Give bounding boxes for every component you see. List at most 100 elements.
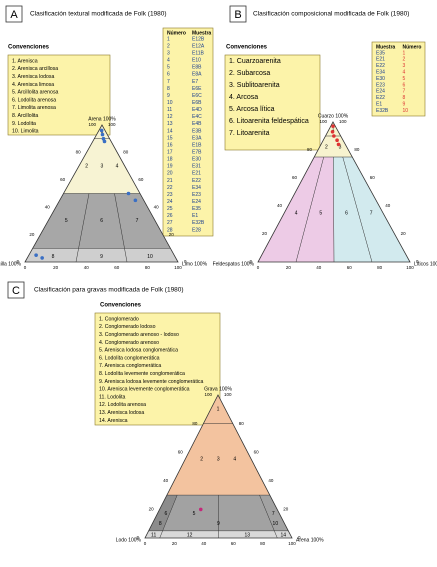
region-number: 5	[319, 210, 322, 216]
sample-point	[331, 130, 335, 134]
tick-label: 20	[172, 541, 178, 546]
table-cell: 26	[167, 213, 173, 219]
region-number: 5	[65, 218, 68, 224]
tick-label: 100	[339, 119, 347, 124]
table-cell: E12B	[192, 36, 205, 42]
tick-label: 40	[268, 478, 274, 483]
region-number: 2	[85, 163, 88, 169]
corner-label: Arena 100%	[296, 537, 324, 543]
tick-label: 0	[24, 265, 27, 270]
table-cell: E1	[376, 102, 382, 108]
legend-item: 14. Arenisca	[99, 418, 128, 424]
tick-label: 80	[123, 150, 129, 155]
table-cell: E31	[192, 164, 201, 170]
region-number: 5	[193, 511, 196, 517]
legend-item: 13. Arenisca lodosa	[99, 410, 144, 416]
table-cell: E34	[376, 70, 385, 76]
sample-point	[337, 143, 341, 147]
tick-label: 60	[292, 175, 298, 180]
table-cell: 7	[167, 79, 170, 85]
tick-label: 60	[114, 265, 120, 270]
tick-label: 20	[286, 265, 292, 270]
table-cell: 2	[167, 43, 170, 49]
region-number: 1	[217, 407, 220, 413]
table-cell: 20	[167, 171, 173, 177]
table-cell: E21	[192, 171, 201, 177]
table-cell: 5	[403, 76, 406, 82]
tick-label: 80	[192, 421, 198, 426]
table-cell: 4	[167, 58, 170, 64]
table-cell: 9	[167, 93, 170, 99]
table-cell: E8B	[192, 65, 202, 71]
legend-item: 5. Arenisca lodosa conglomerática	[99, 348, 178, 354]
region-number: 6	[100, 218, 103, 224]
conventions-title: Convenciones	[100, 303, 142, 309]
sample-point	[100, 129, 104, 133]
table-cell: 1	[167, 36, 170, 42]
region-number: 4	[233, 457, 236, 463]
tick-label: 20	[283, 507, 289, 512]
legend-item: 4. Arenisca limosa	[12, 82, 54, 88]
tick-label: 20	[401, 231, 407, 236]
legend-item: 3. Arenisca lodosa	[12, 74, 55, 80]
tick-label: 40	[84, 265, 90, 270]
legend-item: 2. Subarcosa	[229, 70, 270, 77]
table-cell: E6B	[192, 100, 202, 106]
table-cell: 12	[167, 114, 173, 120]
table-cell: E35	[376, 50, 385, 56]
table-cell: 21	[167, 178, 173, 184]
panel-letter: B	[234, 9, 241, 21]
region-number: 10	[273, 521, 279, 527]
legend-item: 6. Litoarenita feldespática	[229, 118, 309, 125]
legend-item: 5. Arcillolita arenosa	[12, 90, 59, 96]
region-number: 11	[151, 532, 156, 538]
region-number: 4	[116, 163, 119, 169]
table-cell: E30	[192, 157, 201, 163]
table-cell: 11	[167, 107, 172, 113]
table-cell: E1	[192, 213, 198, 219]
table-cell: E11B	[192, 50, 205, 56]
legend-item: 4. Conglomerado arenoso	[99, 340, 159, 346]
table-cell: E24	[376, 89, 385, 95]
region-number: 3	[100, 163, 103, 169]
tick-label: 60	[370, 175, 376, 180]
legend-item: 9. Lodolita	[12, 121, 36, 127]
legend-item: 12. Lodolita arenosa	[99, 402, 146, 408]
sample-point	[127, 192, 131, 196]
legend-item: 7. Arenisca conglomerática	[99, 363, 161, 369]
table-cell: 27	[167, 220, 173, 226]
tick-label: 80	[377, 265, 383, 270]
table-cell: E4D	[192, 107, 202, 113]
table-cell: 9	[403, 102, 406, 108]
table-cell: E32B	[192, 220, 205, 226]
table-header: Número	[403, 44, 422, 50]
table-cell: 10	[167, 100, 173, 106]
sample-point	[199, 508, 203, 512]
region-number: 3	[217, 457, 220, 463]
table-cell: 15	[167, 135, 173, 141]
panel-letter: A	[10, 9, 18, 21]
corner-label: Feldespatos 100%	[213, 261, 255, 267]
table-cell: E28	[192, 227, 201, 233]
table-cell: E4C	[192, 114, 202, 120]
tick-label: 60	[254, 449, 260, 454]
region-number: 9	[100, 254, 103, 260]
panel-title: Clasificación composicional modificada d…	[253, 11, 409, 18]
table-cell: E12A	[192, 43, 205, 49]
table-cell: E4B	[192, 121, 202, 127]
table-cell: 13	[167, 121, 173, 127]
corner-label: Grava 100%	[204, 386, 232, 392]
tick-label: 60	[231, 541, 237, 546]
tick-label: 40	[201, 541, 207, 546]
region-number: 2	[200, 457, 203, 463]
panel-b: B Clasificación composicional modificada …	[213, 6, 437, 270]
tick-label: 40	[154, 204, 160, 209]
corner-label: Cuarzo 100%	[318, 113, 349, 119]
legend-item: 3. Conglomerado arenoso - lodoso	[99, 332, 179, 338]
panel-title: Clasificación textural modificada de Fol…	[30, 11, 167, 18]
sample-point	[134, 199, 138, 203]
table-cell: 2	[403, 57, 406, 63]
table-cell: E22	[376, 95, 385, 101]
